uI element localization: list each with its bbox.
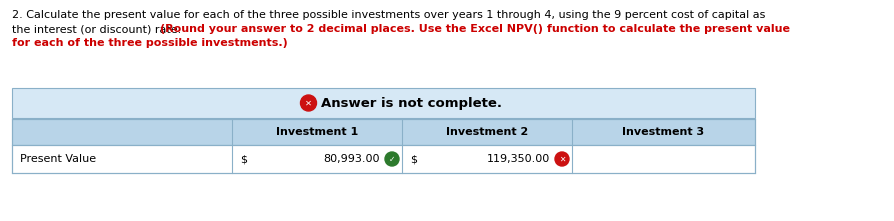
FancyBboxPatch shape bbox=[12, 88, 755, 118]
Text: 80,993.00: 80,993.00 bbox=[323, 154, 380, 164]
Text: Investment 3: Investment 3 bbox=[621, 127, 704, 137]
Text: ✕: ✕ bbox=[305, 99, 312, 107]
Text: 2. Calculate the present value for each of the three possible investments over y: 2. Calculate the present value for each … bbox=[12, 10, 764, 20]
Text: Answer is not complete.: Answer is not complete. bbox=[321, 97, 502, 109]
Text: Present Value: Present Value bbox=[20, 154, 96, 164]
Text: ✓: ✓ bbox=[388, 154, 395, 164]
Text: 119,350.00: 119,350.00 bbox=[486, 154, 550, 164]
FancyBboxPatch shape bbox=[12, 119, 755, 145]
Circle shape bbox=[384, 152, 399, 166]
Circle shape bbox=[554, 152, 569, 166]
Text: ✕: ✕ bbox=[558, 154, 564, 164]
Text: (Round your answer to 2 decimal places. Use the Excel NPV() function to calculat: (Round your answer to 2 decimal places. … bbox=[160, 24, 789, 34]
Circle shape bbox=[300, 95, 316, 111]
Text: $: $ bbox=[240, 154, 247, 164]
Text: the interest (or discount) rate.: the interest (or discount) rate. bbox=[12, 24, 184, 34]
Text: Investment 2: Investment 2 bbox=[445, 127, 527, 137]
FancyBboxPatch shape bbox=[12, 145, 755, 173]
Text: for each of the three possible investments.): for each of the three possible investmen… bbox=[12, 38, 288, 48]
Text: $: $ bbox=[409, 154, 417, 164]
Text: Investment 1: Investment 1 bbox=[275, 127, 358, 137]
